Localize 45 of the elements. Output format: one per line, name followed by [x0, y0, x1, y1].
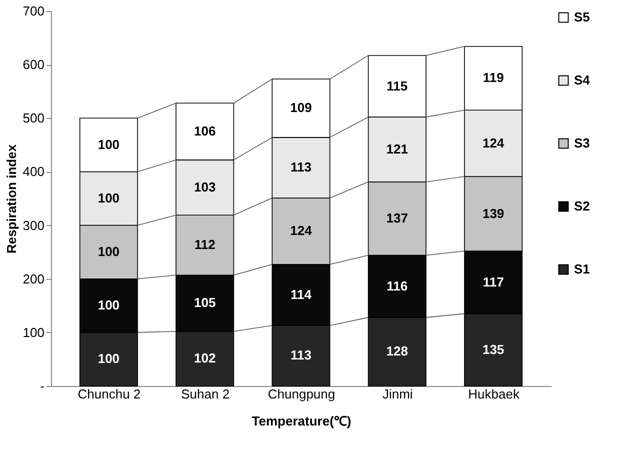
legend-label: S5 — [574, 10, 590, 24]
y-tick-label: 500 — [22, 110, 44, 126]
data-label: 103 — [194, 180, 216, 195]
data-label: 113 — [290, 160, 312, 175]
data-label: 124 — [290, 223, 313, 238]
y-tick-label: 700 — [22, 4, 44, 18]
data-label: 100 — [98, 136, 120, 152]
data-label: 139 — [482, 206, 504, 221]
data-label: 112 — [194, 237, 216, 252]
y-tick-label: 400 — [22, 164, 44, 180]
data-label: 128 — [386, 344, 408, 359]
data-label: 100 — [98, 298, 120, 313]
data-label: 117 — [482, 274, 504, 290]
data-label: 116 — [386, 278, 408, 294]
x-tick-label: Chungpung — [268, 386, 336, 402]
data-label: 119 — [482, 70, 504, 86]
data-label: 115 — [386, 78, 408, 94]
data-label: 114 — [290, 286, 312, 302]
legend-label: S4 — [574, 72, 591, 88]
y-tick-label: 100 — [22, 324, 44, 340]
legend-label: S1 — [574, 262, 590, 276]
data-label: 100 — [98, 244, 120, 260]
data-label: 106 — [194, 124, 216, 139]
x-tick-label: Suhan 2 — [181, 386, 230, 402]
data-label: 137 — [386, 210, 408, 226]
data-label: 102 — [194, 350, 216, 366]
x-tick-label: Chunchu 2 — [78, 386, 141, 402]
data-label: 100 — [98, 351, 120, 366]
x-axis-title: Temperature(℃) — [252, 414, 352, 428]
data-label: 109 — [290, 100, 312, 116]
y-axis-title: Respiration index — [4, 144, 19, 254]
legend-label: S2 — [574, 198, 590, 214]
y-tick-label: - — [40, 378, 44, 394]
y-tick-label: 200 — [22, 271, 44, 286]
data-label: 135 — [482, 342, 504, 357]
y-tick-label: 300 — [22, 218, 44, 233]
data-label: 113 — [290, 348, 312, 363]
x-tick-label: Hukbaek — [468, 386, 520, 402]
x-tick-label: Jinmi — [382, 386, 413, 402]
data-label: 105 — [194, 295, 216, 310]
y-tick-label: 600 — [22, 57, 44, 72]
legend-label: S3 — [574, 136, 590, 150]
data-label: 124 — [482, 135, 505, 150]
data-label: 121 — [386, 141, 408, 156]
data-label: 100 — [98, 190, 120, 206]
